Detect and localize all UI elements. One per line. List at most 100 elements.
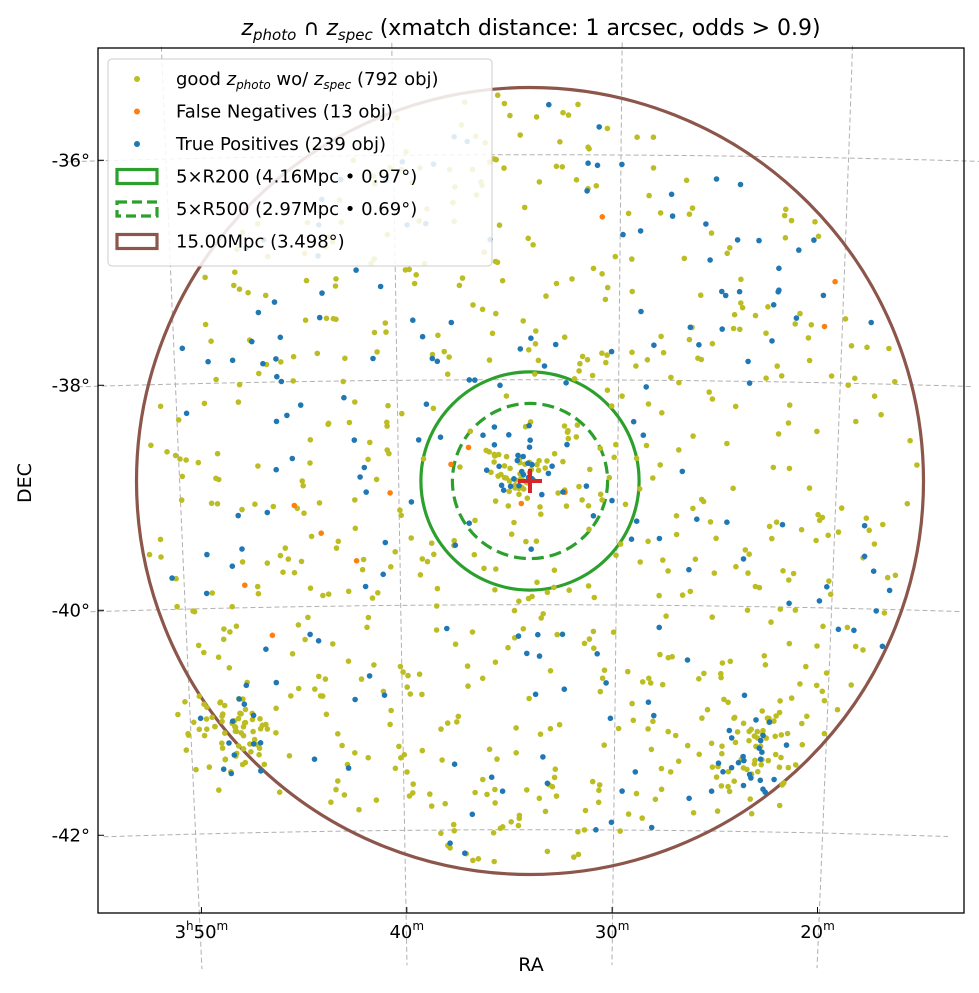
point-false-negative [291,502,298,509]
point-good-zphoto [556,721,563,728]
point-good-zphoto [191,719,197,726]
point-good-zphoto [551,450,558,457]
point-good-zphoto [604,387,611,394]
point-true-positive [408,499,415,505]
point-good-zphoto [532,371,538,377]
point-true-positive [444,625,450,632]
point-false-negative [518,500,525,507]
point-good-zphoto [744,766,750,773]
point-good-zphoto [232,269,238,276]
point-true-positive [740,782,747,789]
point-good-zphoto [459,275,466,281]
point-true-positive [250,741,257,747]
point-good-zphoto [579,353,586,360]
point-good-zphoto [551,774,558,781]
point-good-zphoto [428,540,435,546]
point-good-zphoto [523,538,529,545]
point-good-zphoto [356,806,362,813]
circle-15Mpc [134,85,926,877]
point-true-positive [779,521,786,528]
point-false-negative [832,278,838,285]
point-true-positive [514,457,521,464]
point-true-positive [619,788,625,794]
point-good-zphoto [239,559,246,565]
point-good-zphoto [238,730,244,736]
point-true-positive [179,345,186,352]
point-true-positive [472,377,478,383]
point-good-zphoto [332,283,339,289]
point-good-zphoto [690,505,696,512]
point-true-positive [345,765,352,771]
point-good-zphoto [438,830,444,837]
point-good-zphoto [838,505,845,511]
point-true-positive [491,424,498,430]
point-good-zphoto [852,643,859,650]
center-cross-marker [518,469,542,493]
point-good-zphoto [864,344,870,351]
point-true-positive [638,308,644,315]
point-true-positive [630,418,637,425]
point-good-zphoto [734,729,741,735]
point-good-zphoto [235,715,242,722]
point-good-zphoto [790,570,797,577]
point-good-zphoto [601,742,607,748]
point-true-positive [720,769,726,775]
point-good-zphoto [657,210,664,216]
point-good-zphoto [866,527,872,534]
point-good-zphoto [778,373,785,379]
point-good-zphoto [308,533,315,540]
point-good-zphoto [516,491,522,498]
point-good-zphoto [400,669,406,675]
point-true-positive [585,160,591,166]
point-good-zphoto [316,673,322,680]
point-good-zphoto [201,400,208,407]
legend: good zphoto wo/ zspec (792 obj) False Neg… [107,58,493,267]
point-good-zphoto [788,695,795,701]
point-good-zphoto [907,437,913,444]
point-good-zphoto [599,350,605,357]
point-good-zphoto [148,442,154,449]
point-good-zphoto [289,651,296,657]
point-good-zphoto [776,802,783,809]
point-good-zphoto [497,825,504,832]
point-good-zphoto [535,467,542,474]
legend-swatch [115,167,159,186]
point-good-zphoto [307,460,313,466]
point-true-positive [319,290,325,296]
point-good-zphoto [490,830,497,836]
point-good-zphoto [536,457,542,464]
point-good-zphoto [254,583,261,590]
point-true-positive [423,401,430,408]
point-good-zphoto [648,746,655,753]
point-good-zphoto [470,302,476,308]
point-good-zphoto [754,728,761,735]
point-good-zphoto [484,791,490,798]
point-good-zphoto [290,353,297,360]
point-good-zphoto [667,769,674,775]
point-good-zphoto [352,525,359,532]
point-good-zphoto [419,747,426,754]
point-good-zphoto [690,810,697,816]
point-good-zphoto [825,532,831,539]
point-good-zphoto [708,740,715,747]
point-good-zphoto [499,277,506,284]
point-true-positive [515,633,522,639]
legend-label: good zphoto wo/ zspec (792 obj) [176,69,439,92]
x-axis-label: RA [518,954,543,976]
point-good-zphoto [816,517,823,524]
legend-label: False Negatives (13 obj) [176,102,393,123]
point-good-zphoto [526,347,532,353]
point-good-zphoto [492,498,499,504]
point-good-zphoto [430,405,437,412]
point-true-positive [239,546,245,552]
point-good-zphoto [821,730,828,737]
point-good-zphoto [738,276,744,283]
point-good-zphoto [408,535,415,541]
point-good-zphoto [689,205,696,211]
point-good-zphoto [608,403,615,409]
point-true-positive [229,563,236,569]
point-good-zphoto [763,330,769,337]
point-good-zphoto [439,757,445,763]
point-true-positive [511,476,517,482]
point-true-positive [297,402,304,408]
